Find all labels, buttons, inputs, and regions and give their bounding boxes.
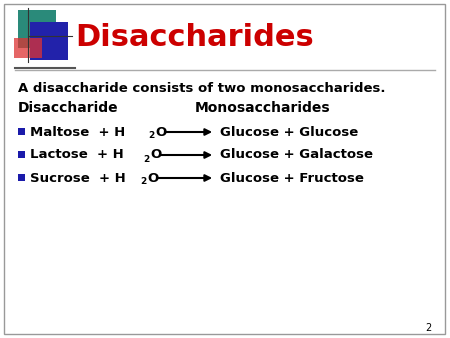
- Bar: [14, 38, 42, 58]
- Text: O: O: [155, 125, 166, 139]
- Text: Lactose  + H: Lactose + H: [30, 148, 124, 162]
- Text: 2: 2: [148, 131, 154, 141]
- Text: O: O: [147, 171, 158, 185]
- Text: A disaccharide consists of two monosaccharides.: A disaccharide consists of two monosacch…: [18, 81, 386, 95]
- Text: 2: 2: [143, 154, 149, 164]
- Text: 2: 2: [140, 177, 146, 187]
- Text: Monosaccharides: Monosaccharides: [195, 101, 331, 115]
- Text: 2: 2: [426, 323, 432, 333]
- Bar: [18, 174, 25, 181]
- Text: O: O: [150, 148, 161, 162]
- Bar: [18, 151, 25, 158]
- Text: Disaccharides: Disaccharides: [75, 24, 314, 52]
- Text: Disaccharide: Disaccharide: [18, 101, 119, 115]
- Text: Glucose + Glucose: Glucose + Glucose: [220, 125, 358, 139]
- Text: Maltose  + H: Maltose + H: [30, 125, 125, 139]
- Text: Glucose + Fructose: Glucose + Fructose: [220, 171, 364, 185]
- Bar: [18, 128, 25, 135]
- Bar: [30, 22, 68, 60]
- Text: Glucose + Galactose: Glucose + Galactose: [220, 148, 373, 162]
- Text: Sucrose  + H: Sucrose + H: [30, 171, 126, 185]
- Bar: [18, 10, 56, 48]
